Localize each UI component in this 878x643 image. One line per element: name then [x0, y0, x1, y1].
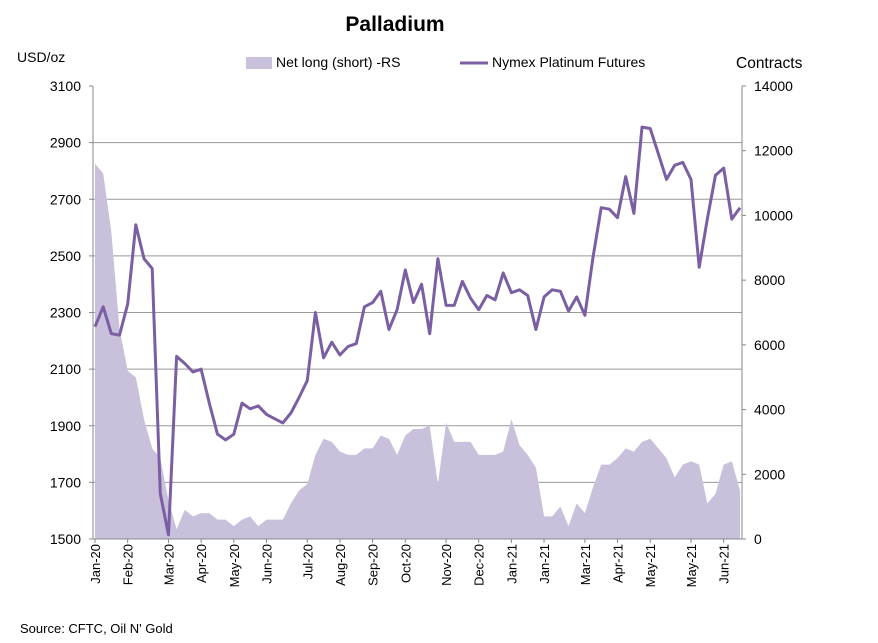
right-tick-label: 12000 [754, 143, 793, 159]
x-tick-label: Oct-20 [398, 544, 413, 583]
x-tick-label: Jan-21 [537, 544, 552, 584]
right-tick-label: 14000 [754, 78, 793, 94]
x-tick-label: Jun-20 [259, 544, 274, 584]
x-tick-label: Feb-20 [121, 544, 136, 585]
left-tick-label: 1900 [50, 418, 81, 434]
x-tick-label: Mar-20 [161, 544, 176, 585]
right-tick-label: 0 [754, 531, 762, 547]
right-tick-label: 2000 [754, 466, 785, 482]
x-tick-label: May-21 [643, 544, 658, 587]
source-note: Source: CFTC, Oil N' Gold [20, 621, 173, 636]
right-tick-label: 8000 [754, 272, 785, 288]
left-tick-label: 1500 [50, 531, 81, 547]
x-tick-label: May-20 [227, 544, 242, 587]
x-tick-label: Jan-20 [88, 544, 103, 584]
x-tick-label: Aug-20 [333, 544, 348, 586]
x-tick-label: Jan-21 [504, 544, 519, 584]
x-tick-label: Dec-20 [472, 544, 487, 586]
right-axis-ticks: 0 2000 4000 6000 8000 10000 12000 14000 [742, 78, 793, 547]
left-tick-label: 2100 [50, 361, 81, 377]
left-tick-label: 2700 [50, 191, 81, 207]
legend-label-net-long: Net long (short) -RS [276, 54, 400, 70]
net-long-area-layer [95, 163, 740, 539]
x-tick-label: Jul-20 [300, 544, 315, 579]
left-tick-label: 2500 [50, 248, 81, 264]
right-tick-label: 4000 [754, 402, 785, 418]
platinum-line [93, 125, 742, 537]
x-tick-label: Apr-20 [194, 544, 209, 583]
platinum-line-layer [93, 125, 742, 537]
x-tick-label: Nov-20 [439, 544, 454, 586]
legend-label-platinum: Nymex Platinum Futures [492, 54, 645, 70]
left-tick-label: 1700 [50, 474, 81, 490]
x-tick-label: May-21 [684, 544, 699, 587]
left-tick-label: 2900 [50, 135, 81, 151]
right-axis-unit-label: Contracts [736, 55, 803, 72]
legend: Net long (short) -RS Nymex Platinum Futu… [246, 54, 645, 70]
x-tick-label: Jun-21 [717, 544, 732, 584]
x-tick-label: Apr-21 [611, 544, 626, 583]
left-tick-label: 2300 [50, 305, 81, 321]
x-axis-ticks: Jan-20 Feb-20 Mar-20 Apr-20 May-20 Jun-20 Jul-… [88, 539, 732, 587]
chart-title: Palladium [345, 13, 444, 36]
right-tick-label: 6000 [754, 337, 785, 353]
left-tick-label: 3100 [50, 78, 81, 94]
x-tick-label: Sep-20 [366, 544, 381, 586]
net-long-area [95, 163, 740, 539]
legend-swatch-net-long [246, 57, 272, 69]
right-tick-label: 10000 [754, 207, 793, 223]
x-tick-label: Mar-21 [578, 544, 593, 585]
left-axis-unit-label: USD/oz [17, 49, 65, 65]
left-axis-ticks: 1500 1700 1900 2100 2300 2500 2700 2900 3100 [50, 78, 93, 547]
